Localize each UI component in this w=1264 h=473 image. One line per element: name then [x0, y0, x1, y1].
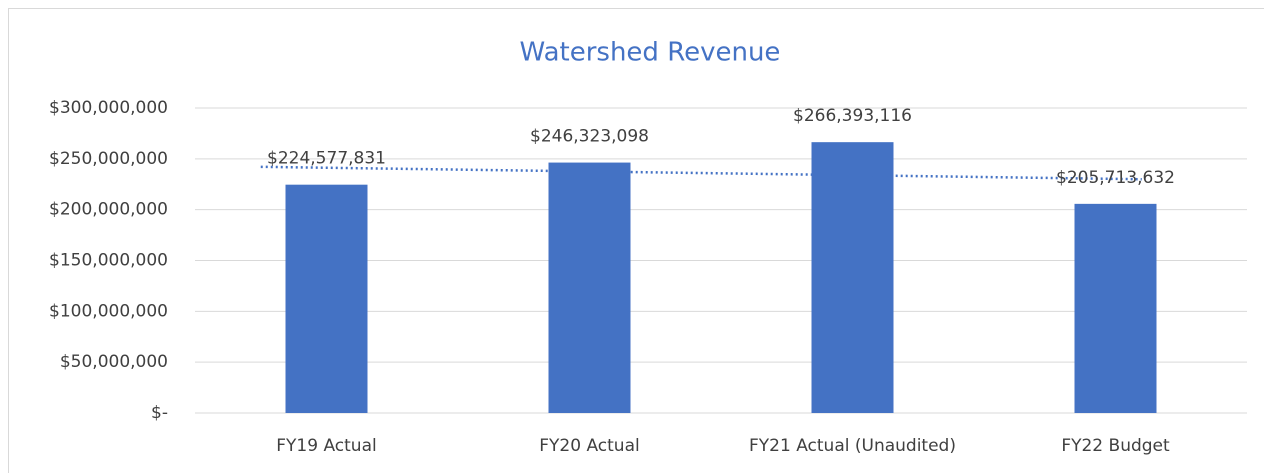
data-label: $266,393,116 [793, 106, 912, 126]
y-tick-label: $- [151, 403, 168, 423]
data-label: $224,577,831 [267, 149, 386, 169]
x-tick-label: FY20 Actual [539, 436, 639, 456]
y-tick-label: $50,000,000 [60, 352, 168, 372]
chart-title: Watershed Revenue [520, 38, 781, 68]
x-tick-label: FY22 Budget [1061, 436, 1170, 456]
bar [285, 184, 368, 413]
bar [548, 162, 631, 413]
bar [811, 142, 894, 413]
y-tick-label: $250,000,000 [49, 149, 168, 169]
chart-frame [8, 8, 1264, 473]
data-label: $246,323,098 [530, 127, 649, 147]
y-tick-label: $150,000,000 [49, 251, 168, 271]
y-tick-label: $300,000,000 [49, 98, 168, 118]
bar [1074, 203, 1157, 413]
trendline [260, 165, 1142, 181]
data-label: $205,713,632 [1056, 168, 1175, 188]
x-tick-label: FY19 Actual [276, 436, 376, 456]
x-tick-label: FY21 Actual (Unaudited) [749, 436, 956, 456]
y-tick-label: $200,000,000 [49, 200, 168, 220]
y-tick-label: $100,000,000 [49, 301, 168, 321]
